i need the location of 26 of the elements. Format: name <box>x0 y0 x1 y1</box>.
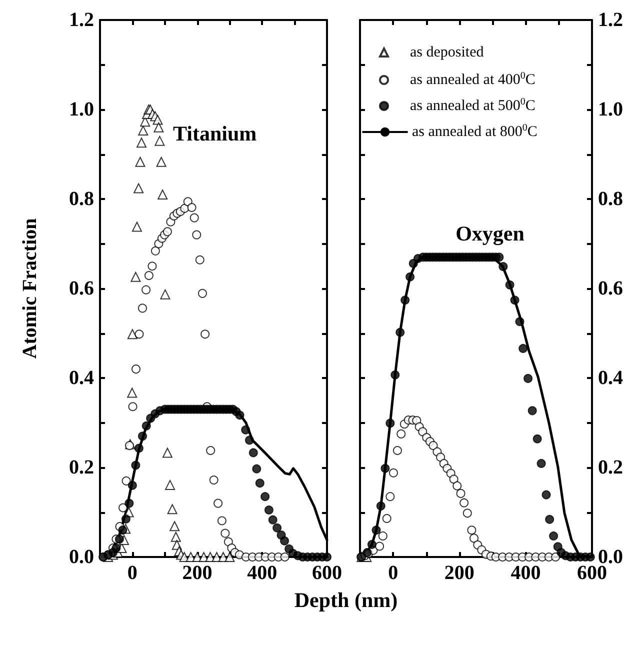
y-tick-label: 0.8 <box>598 188 623 210</box>
legend-label: as deposited <box>410 44 484 60</box>
y-tick-label: 1.2 <box>598 9 623 31</box>
x-tick-label: 0 <box>388 562 398 584</box>
text: Titanium <box>173 122 258 146</box>
x-tick-label: 200 <box>182 562 212 584</box>
y-tick-label: 0.2 <box>69 456 94 478</box>
x-tick-label: 0 <box>127 562 138 584</box>
y-tick-label: 0.4 <box>598 367 623 389</box>
x-tick-label: 400 <box>247 562 278 584</box>
y-axis-title: Atomic Fraction <box>19 218 41 359</box>
y-tick-label: 0.4 <box>69 367 94 389</box>
y-tick-label: 1.0 <box>69 98 94 120</box>
y-tick-label: 1.0 <box>598 98 623 120</box>
x-tick-label: 400 <box>510 562 541 584</box>
x-tick-label: 200 <box>444 562 474 584</box>
y-tick-label: 0.8 <box>69 188 94 210</box>
x-tick-label: 600 <box>312 562 342 584</box>
y-tick-label: 0.0 <box>69 546 94 568</box>
x-tick-label: 600 <box>577 562 607 584</box>
y-tick-label: 0.6 <box>598 278 623 300</box>
y-tick-label: 1.2 <box>69 9 94 31</box>
x-axis-title: Depth (nm) <box>293 588 399 613</box>
y-tick-label: 0.6 <box>69 278 94 300</box>
text: Oxygen <box>456 222 525 246</box>
y-tick-label: 0.2 <box>598 456 623 478</box>
